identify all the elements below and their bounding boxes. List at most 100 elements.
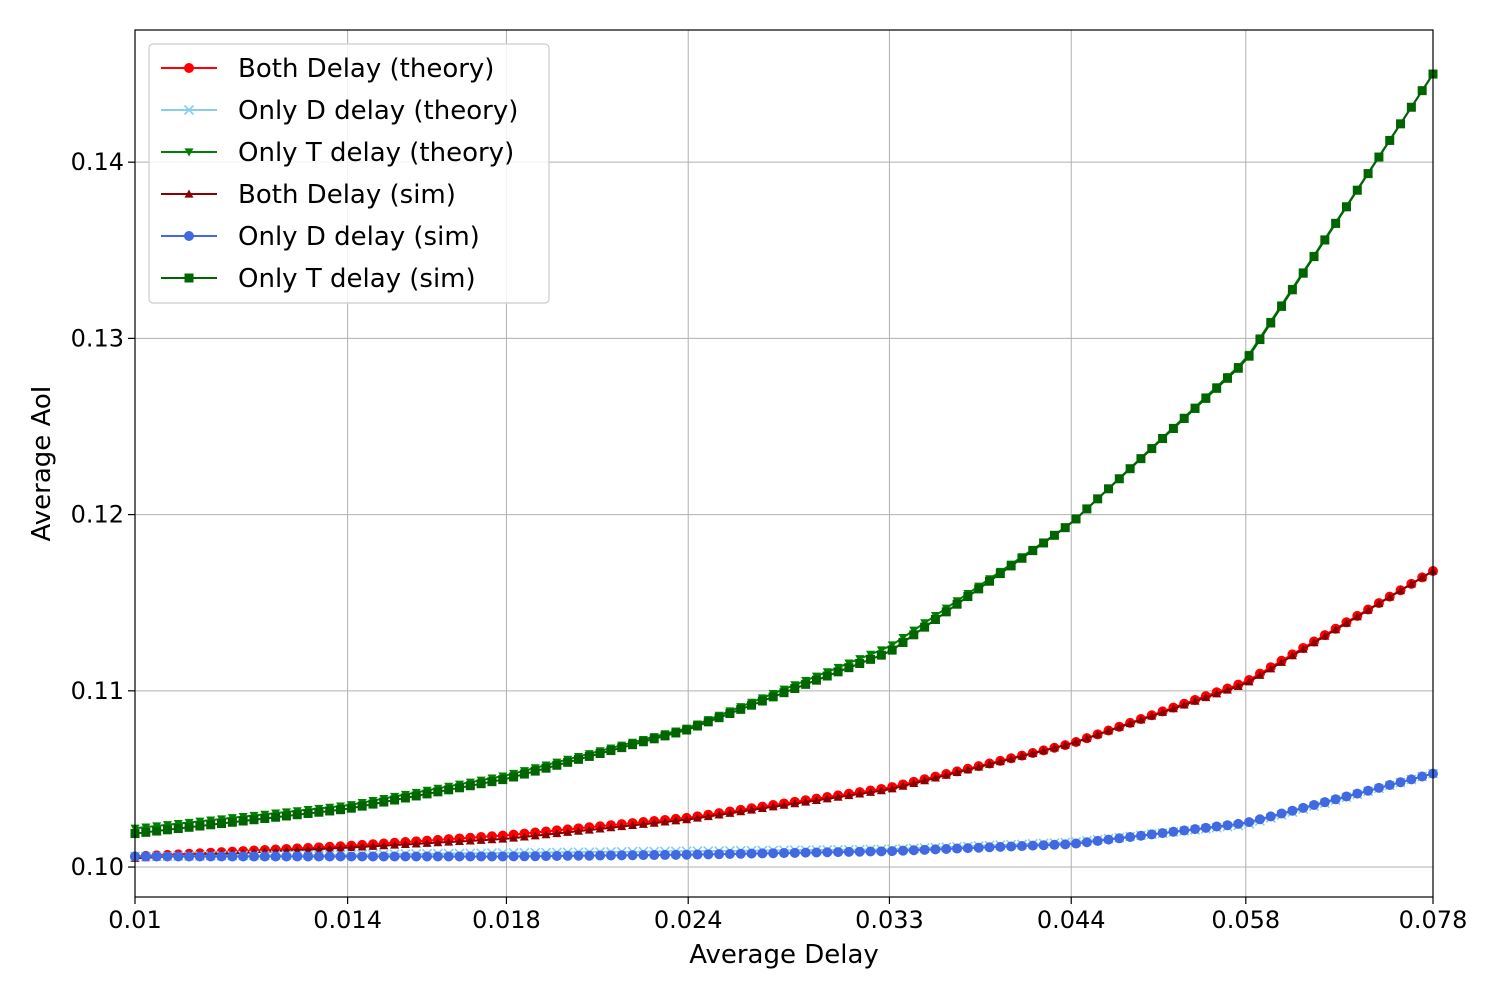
data-point (1385, 135, 1395, 145)
data-point (941, 770, 951, 779)
legend-label: Only T delay (sim) (238, 264, 476, 294)
data-point (184, 231, 194, 241)
data-point (930, 844, 941, 855)
data-point (346, 803, 356, 813)
data-point (433, 787, 443, 797)
data-point (1287, 285, 1297, 295)
data-point (1039, 538, 1049, 548)
data-point (336, 843, 346, 852)
data-point (249, 815, 259, 825)
data-point (238, 816, 248, 826)
data-point (184, 851, 195, 862)
data-point (800, 847, 811, 858)
data-point (1244, 677, 1254, 686)
data-point (432, 851, 443, 862)
data-point (1006, 561, 1016, 571)
data-point (1190, 824, 1201, 835)
data-point (368, 841, 378, 850)
data-point (390, 840, 400, 849)
data-point (1396, 586, 1406, 595)
data-point (1049, 743, 1059, 752)
data-point (1363, 785, 1374, 796)
data-point (1136, 454, 1146, 464)
data-point (1233, 681, 1243, 690)
data-point (422, 851, 433, 862)
data-point (855, 659, 865, 669)
data-point (1093, 730, 1103, 739)
data-point (605, 850, 616, 861)
data-point (509, 772, 519, 782)
data-point (1060, 740, 1070, 749)
data-point (595, 749, 605, 759)
data-point (498, 775, 508, 785)
data-point (1103, 834, 1114, 845)
data-point (866, 654, 876, 664)
data-point (1396, 119, 1406, 129)
data-point (920, 776, 930, 785)
data-point (1254, 814, 1265, 825)
data-point (173, 851, 184, 862)
data-point (260, 813, 270, 823)
data-point (1039, 746, 1049, 755)
data-point (573, 850, 584, 861)
data-point (1352, 612, 1362, 621)
series-only-t-delay-sim (130, 69, 1438, 839)
data-point (985, 576, 995, 586)
data-point (400, 839, 410, 849)
y-tick-label: 0.11 (71, 677, 124, 705)
x-tick-label: 0.024 (654, 906, 723, 934)
data-point (281, 851, 292, 862)
data-point (335, 851, 346, 862)
data-point (1363, 169, 1373, 179)
data-point (682, 725, 692, 735)
data-point (930, 773, 940, 782)
data-point (248, 851, 259, 862)
data-point (941, 607, 951, 617)
data-point (1147, 444, 1157, 454)
data-point (1017, 751, 1027, 760)
data-point (660, 731, 670, 741)
data-point (779, 800, 789, 809)
data-point (530, 766, 540, 776)
data-point (1374, 152, 1384, 162)
data-point (649, 734, 659, 744)
data-point (962, 843, 973, 854)
data-point (887, 784, 897, 793)
data-point (908, 845, 919, 856)
legend-label: Only T delay (theory) (238, 138, 514, 168)
data-point (1417, 86, 1427, 96)
data-point (497, 851, 508, 862)
data-point (357, 801, 367, 811)
data-point (681, 849, 692, 860)
data-point (368, 799, 378, 809)
data-point (974, 584, 984, 594)
data-point (476, 835, 486, 844)
legend-label: Only D delay (sim) (238, 222, 480, 252)
data-point (1104, 484, 1113, 494)
data-point (790, 684, 800, 694)
data-point (887, 641, 897, 650)
data-point (1201, 393, 1211, 403)
data-point (865, 846, 876, 857)
data-point (714, 713, 724, 723)
data-point (389, 851, 400, 862)
data-point (768, 848, 779, 859)
data-point (184, 148, 194, 157)
data-point (141, 823, 151, 832)
data-point (541, 830, 551, 839)
data-point (1201, 692, 1211, 702)
data-point (162, 821, 172, 830)
data-point (541, 851, 552, 862)
data-point (628, 740, 638, 750)
data-point (866, 650, 876, 659)
data-point (1049, 839, 1060, 850)
data-point (876, 650, 886, 660)
data-point (1330, 794, 1341, 805)
data-point (162, 851, 173, 862)
data-point (1385, 592, 1395, 601)
data-point (1114, 833, 1125, 844)
data-point (573, 754, 583, 764)
data-point (725, 709, 735, 719)
data-point (465, 836, 475, 845)
data-point (801, 797, 811, 806)
